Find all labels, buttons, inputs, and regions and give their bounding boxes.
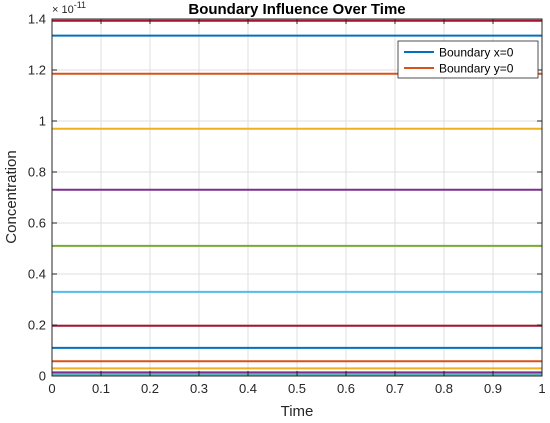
y-tick-label: 1.4 <box>28 12 46 27</box>
legend-box <box>397 40 539 79</box>
ticks: 0 0.1 0.2 0.3 0.4 0.5 0.6 0.7 0.8 0.9 1 0 0.2 0.4 0.6 0… <box>28 12 546 397</box>
y-exponent-power: -11 <box>74 0 86 10</box>
y-exponent-label: × 10-11 <box>52 0 86 16</box>
x-axis-label: Time <box>281 403 314 420</box>
x-tick-label: 0 <box>48 381 55 396</box>
y-tick-label: 0 <box>39 369 46 384</box>
x-tick-label: 0.6 <box>337 381 355 396</box>
x-tick-label: 0.7 <box>386 381 404 396</box>
x-tick-label: 1 <box>538 381 545 396</box>
x-tick-label: 0.5 <box>288 381 306 396</box>
y-tick-label: 1 <box>39 114 46 129</box>
y-tick-label: 1.2 <box>28 63 46 78</box>
y-tick-label: 0.6 <box>28 216 46 231</box>
legend-label-2: Boundary y=0 <box>439 62 514 76</box>
chart-title: Boundary Influence Over Time <box>188 1 405 18</box>
y-tick-label: 0.2 <box>28 318 46 333</box>
x-tick-label: 0.1 <box>92 381 110 396</box>
legend: Boundary x=0 Boundary y=0 <box>397 40 539 79</box>
legend-label-1: Boundary x=0 <box>439 46 514 60</box>
y-exponent-base: × 10 <box>52 4 74 16</box>
y-tick-label: 0.4 <box>28 267 46 282</box>
x-tick-label: 0.9 <box>484 381 502 396</box>
x-tick-label: 0.3 <box>190 381 208 396</box>
x-tick-label: 0.8 <box>435 381 453 396</box>
x-tick-label: 0.2 <box>141 381 159 396</box>
y-axis-label: Concentration <box>3 150 20 243</box>
x-tick-label: 0.4 <box>239 381 257 396</box>
y-tick-label: 0.8 <box>28 165 46 180</box>
